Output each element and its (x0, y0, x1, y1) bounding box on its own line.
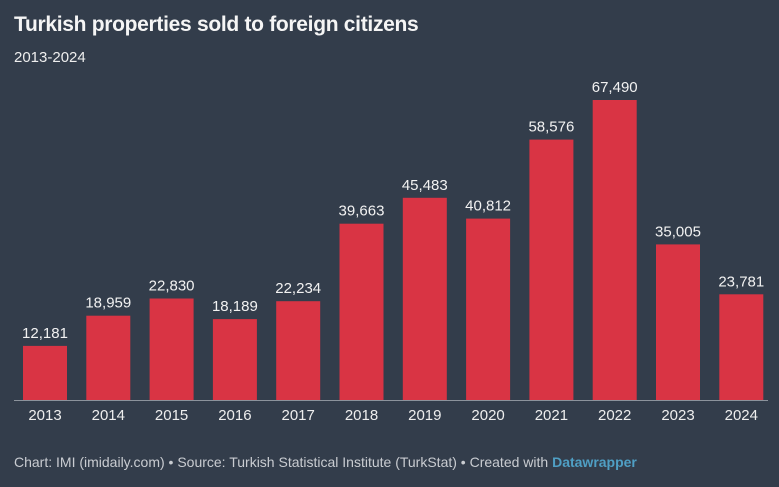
value-label-2018: 39,663 (339, 203, 385, 220)
x-tick-label-2017: 2017 (282, 407, 315, 424)
x-tick-label-2020: 2020 (471, 407, 504, 424)
value-label-2017: 22,234 (275, 280, 321, 297)
x-tick-label-2022: 2022 (598, 407, 631, 424)
value-label-2015: 22,830 (149, 278, 195, 295)
value-label-2024: 23,781 (718, 273, 764, 290)
chart-footer: Chart: IMI (imidaily.com) • Source: Turk… (14, 454, 637, 470)
x-tick-label-2024: 2024 (725, 407, 758, 424)
x-tick-label-2018: 2018 (345, 407, 378, 424)
bar-2023 (656, 244, 700, 400)
x-tick-label-2021: 2021 (535, 407, 568, 424)
bar-2019 (402, 197, 447, 400)
x-tick-labels-group: 2013 2014 2015 2016 2017 2018 2019 2020 2021 2022… (28, 407, 758, 424)
value-label-2021: 58,576 (528, 119, 574, 136)
datawrapper-link[interactable]: Datawrapper (552, 454, 637, 470)
x-tick-label-2015: 2015 (155, 407, 188, 424)
value-label-2016: 18,189 (212, 298, 258, 315)
bar-2015 (149, 298, 194, 400)
bar-2016 (212, 319, 257, 400)
x-tick-label-2013: 2013 (28, 407, 61, 424)
chart-title: Turkish properties sold to foreign citiz… (14, 13, 419, 36)
value-label-2014: 18,959 (85, 295, 131, 312)
x-tick-label-2016: 2016 (218, 407, 251, 424)
value-label-2019: 45,483 (402, 177, 448, 194)
value-labels-group: 12,181 18,959 22,830 18,189 22,234 39,663 45,4… (22, 79, 764, 342)
footer-source-text: Chart: IMI (imidaily.com) • Source: Turk… (14, 454, 553, 470)
chart-subtitle: 2013-2024 (14, 49, 86, 66)
bar-2017 (276, 301, 321, 400)
bar-2018 (339, 223, 384, 400)
bar-2014 (86, 315, 131, 400)
value-label-2013: 12,181 (22, 325, 68, 342)
bar-2024 (719, 294, 764, 400)
bar-2021 (529, 139, 574, 400)
bar-2013 (23, 345, 67, 400)
bar-2022 (592, 100, 637, 400)
x-tick-label-2023: 2023 (661, 407, 694, 424)
bar-2020 (466, 218, 511, 400)
value-label-2020: 40,812 (465, 198, 511, 215)
x-tick-label-2014: 2014 (92, 407, 125, 424)
value-label-2023: 35,005 (655, 223, 701, 240)
bars-group (23, 100, 764, 400)
x-tick-label-2019: 2019 (408, 407, 441, 424)
value-label-2022: 67,490 (592, 79, 638, 96)
